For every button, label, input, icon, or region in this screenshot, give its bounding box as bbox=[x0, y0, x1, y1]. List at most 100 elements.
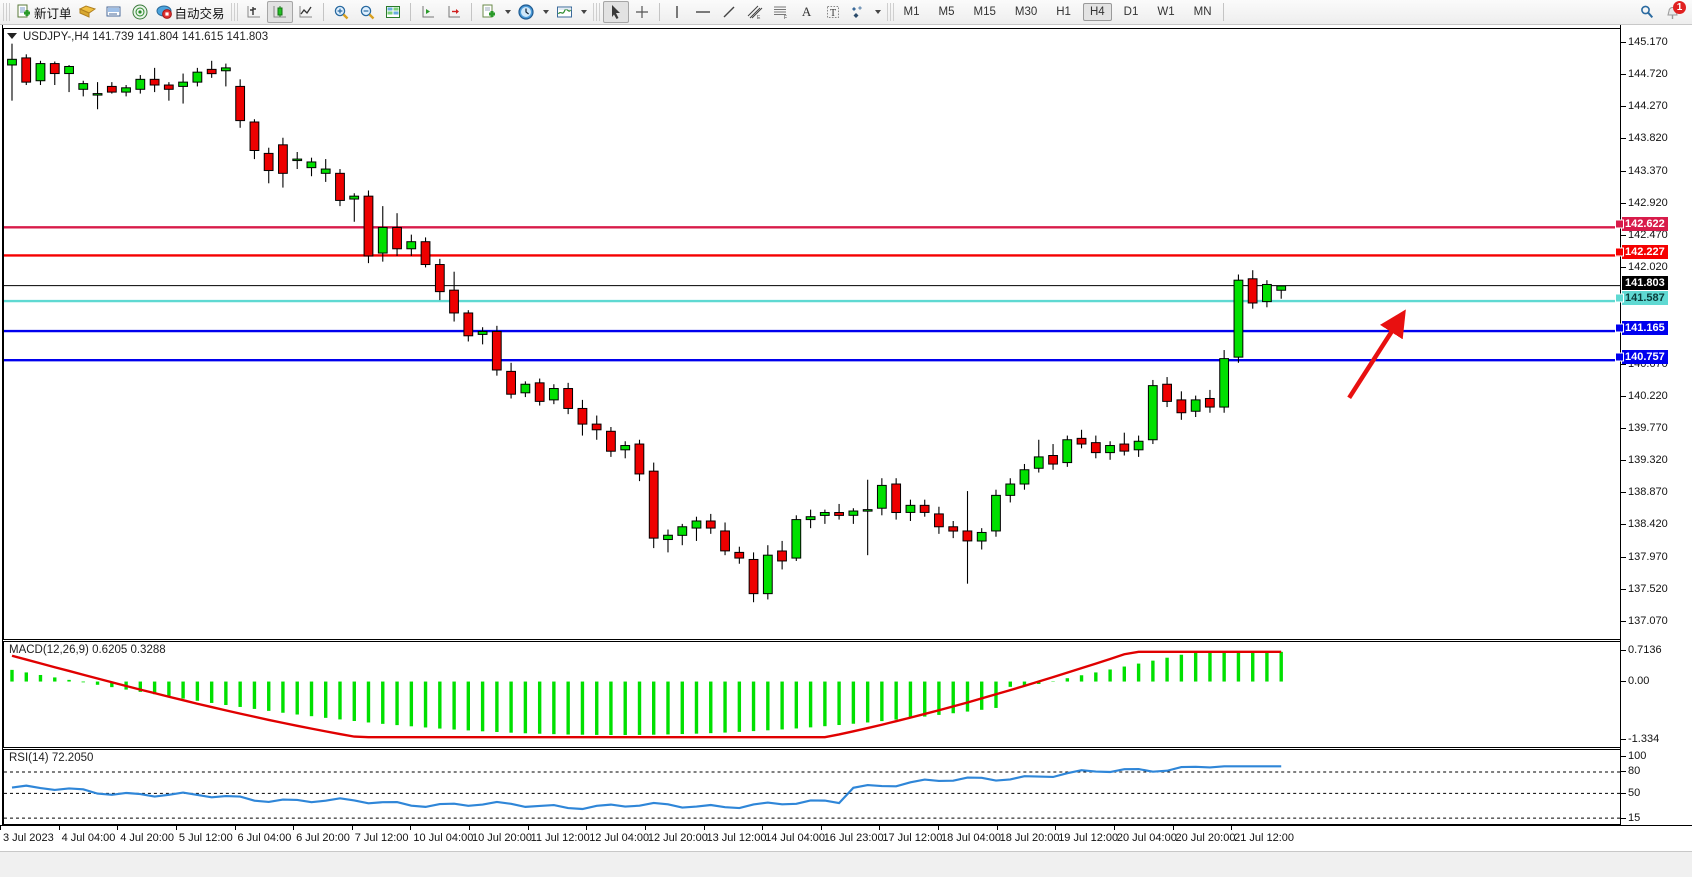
shapes-dropdown-caret[interactable] bbox=[874, 10, 881, 14]
period-icon[interactable] bbox=[514, 1, 540, 23]
line-chart-icon[interactable] bbox=[293, 1, 319, 23]
horizontal-line-icon[interactable] bbox=[690, 1, 716, 23]
search-icon[interactable] bbox=[1634, 1, 1660, 23]
new-order-button[interactable]: 新订单 bbox=[13, 1, 75, 23]
equidistant-channel-icon[interactable]: E bbox=[742, 1, 768, 23]
price-label-last-price[interactable]: 141.803 bbox=[1622, 275, 1668, 290]
timeframe-h4[interactable]: H4 bbox=[1082, 3, 1112, 21]
scale-tick bbox=[1621, 524, 1626, 526]
chart-shift-icon[interactable] bbox=[415, 1, 441, 23]
templates-dropdown-caret[interactable] bbox=[504, 10, 511, 14]
crosshair-icon[interactable] bbox=[629, 1, 655, 23]
time-axis-label: 20 Jul 04:00 bbox=[1116, 832, 1177, 844]
templates-icon[interactable] bbox=[476, 1, 502, 23]
timeframe-m30[interactable]: M30 bbox=[1014, 6, 1038, 18]
rsi-scale-label: 50 bbox=[1628, 786, 1641, 799]
time-axis-label: 18 Jul 20:00 bbox=[999, 832, 1060, 844]
price-label-pivot[interactable]: 141.587 bbox=[1622, 291, 1668, 305]
toolbar-grip-4[interactable] bbox=[886, 3, 895, 21]
time-axis-label: 12 Jul 20:00 bbox=[647, 832, 708, 844]
toolbar-separator-4 bbox=[658, 3, 660, 21]
time-axis-label: 10 Jul 04:00 bbox=[413, 832, 474, 844]
time-axis-label: 3 Jul 2023 bbox=[3, 832, 54, 844]
timeframe-h1[interactable]: H1 bbox=[1056, 6, 1071, 18]
toolbar-separator-2 bbox=[409, 3, 411, 21]
level-handle-resistance-upper[interactable] bbox=[1615, 219, 1624, 229]
annotation-layer[interactable] bbox=[4, 29, 1621, 639]
timeframe-d1[interactable]: D1 bbox=[1123, 6, 1139, 18]
timeframe-m1[interactable]: M1 bbox=[903, 6, 920, 18]
rsi-scale-tick bbox=[1621, 770, 1626, 772]
timeframe-mn[interactable]: MN bbox=[1193, 6, 1212, 18]
time-axis-label: 18 Jul 04:00 bbox=[941, 832, 1001, 844]
scale-tick bbox=[1621, 395, 1626, 397]
time-axis-label: 14 Jul 04:00 bbox=[765, 832, 826, 844]
svg-text:T: T bbox=[830, 8, 836, 19]
scale-tick-label: 138.870 bbox=[1628, 486, 1668, 499]
timeframe-w1[interactable]: W1 bbox=[1157, 6, 1175, 18]
level-handle-pivot[interactable] bbox=[1615, 293, 1624, 303]
network-icon[interactable] bbox=[127, 1, 153, 23]
vertical-line-icon[interactable] bbox=[664, 1, 690, 23]
label-icon[interactable]: T bbox=[820, 1, 846, 23]
chart-plot[interactable]: USDJPY-,H4 141.739 141.804 141.615 141.8… bbox=[2, 25, 1621, 825]
price-scale[interactable]: 145.170 144.720 144.270 143.820 143.370 142.9… bbox=[1615, 25, 1692, 825]
rsi-scale-label: 15 bbox=[1628, 812, 1641, 824]
scale-tick-label: 139.320 bbox=[1628, 454, 1668, 466]
shapes-icon[interactable] bbox=[846, 1, 872, 23]
time-axis-label: 6 Jul 20:00 bbox=[296, 832, 350, 844]
autotrading-label: 自动交易 bbox=[174, 6, 225, 21]
cursor-icon[interactable] bbox=[602, 1, 629, 23]
timeframe-m5[interactable]: M5 bbox=[938, 6, 955, 18]
svg-text:E: E bbox=[757, 15, 761, 20]
folder-icon[interactable] bbox=[75, 1, 101, 23]
zoom-out-icon[interactable] bbox=[354, 1, 380, 23]
terminal-icon[interactable] bbox=[101, 1, 127, 23]
scale-tick bbox=[1621, 138, 1626, 140]
macd-pane[interactable]: MACD(12,26,9) 0.6205 0.3288 bbox=[3, 641, 1621, 748]
auto-scroll-icon[interactable] bbox=[441, 1, 467, 23]
toolbar-grip-2[interactable] bbox=[230, 3, 239, 21]
time-axis-label: 17 Jul 12:00 bbox=[882, 832, 943, 844]
rsi-scale-label: 80 bbox=[1628, 764, 1641, 777]
timeframe-m15[interactable]: M15 bbox=[973, 6, 996, 18]
candlestick-chart-icon[interactable] bbox=[266, 1, 293, 23]
scale-tick-label: 137.520 bbox=[1628, 582, 1668, 595]
indicators-dropdown-caret[interactable] bbox=[580, 10, 587, 14]
price-label-support-upper[interactable]: 141.165 bbox=[1622, 321, 1668, 336]
price-pane[interactable]: USDJPY-,H4 141.739 141.804 141.615 141.8… bbox=[3, 28, 1621, 640]
macd-scale-tick bbox=[1621, 681, 1626, 682]
price-label-support-lower[interactable]: 140.757 bbox=[1622, 350, 1668, 365]
chart-dropdown-icon[interactable] bbox=[7, 33, 17, 39]
level-handle-resistance-lower[interactable] bbox=[1615, 247, 1624, 257]
price-label-resistance-lower[interactable]: 142.227 bbox=[1622, 245, 1668, 260]
alerts-icon[interactable]: 1 bbox=[1660, 1, 1686, 23]
toolbar-grip-3[interactable] bbox=[592, 3, 601, 21]
bar-chart-icon[interactable] bbox=[241, 1, 267, 23]
chart-area[interactable]: USDJPY-,H4 141.739 141.804 141.615 141.8… bbox=[0, 25, 1692, 877]
zoom-in-icon[interactable] bbox=[328, 1, 354, 23]
scale-tick-label: 143.370 bbox=[1628, 164, 1668, 177]
fibonacci-icon[interactable]: F bbox=[768, 1, 794, 23]
indicators-icon[interactable] bbox=[552, 1, 578, 23]
time-axis-label: 19 Jul 12:00 bbox=[1058, 832, 1119, 844]
scale-tick-label: 137.970 bbox=[1628, 550, 1668, 563]
scale-tick bbox=[1621, 170, 1626, 172]
level-handle-support-upper[interactable] bbox=[1615, 323, 1624, 333]
text-icon[interactable]: A bbox=[801, 4, 812, 19]
main-toolbar: 新订单 自动交易 bbox=[0, 0, 1692, 25]
data-window-icon[interactable] bbox=[380, 1, 406, 23]
price-label-resistance-upper[interactable]: 142.622 bbox=[1622, 217, 1668, 231]
scale-tick bbox=[1621, 492, 1626, 494]
alerts-badge: 1 bbox=[1673, 1, 1686, 14]
level-handle-support-lower[interactable] bbox=[1615, 352, 1624, 362]
trendline-icon[interactable] bbox=[716, 1, 742, 23]
toolbar-grip[interactable] bbox=[3, 3, 11, 21]
autotrading-button[interactable]: 自动交易 bbox=[153, 1, 228, 23]
time-axis-label: 16 Jul 23:00 bbox=[823, 832, 884, 844]
time-axis-label: 5 Jul 12:00 bbox=[178, 832, 233, 844]
rsi-pane[interactable]: RSI(14) 72.2050 bbox=[3, 749, 1621, 825]
time-axis-label: 21 Jul 12:00 bbox=[1234, 832, 1295, 844]
period-dropdown-caret[interactable] bbox=[542, 10, 549, 14]
time-axis[interactable]: 3 Jul 2023 4 Jul 04:00 4 Jul 20:00 5 Jul 12… bbox=[0, 825, 1692, 852]
